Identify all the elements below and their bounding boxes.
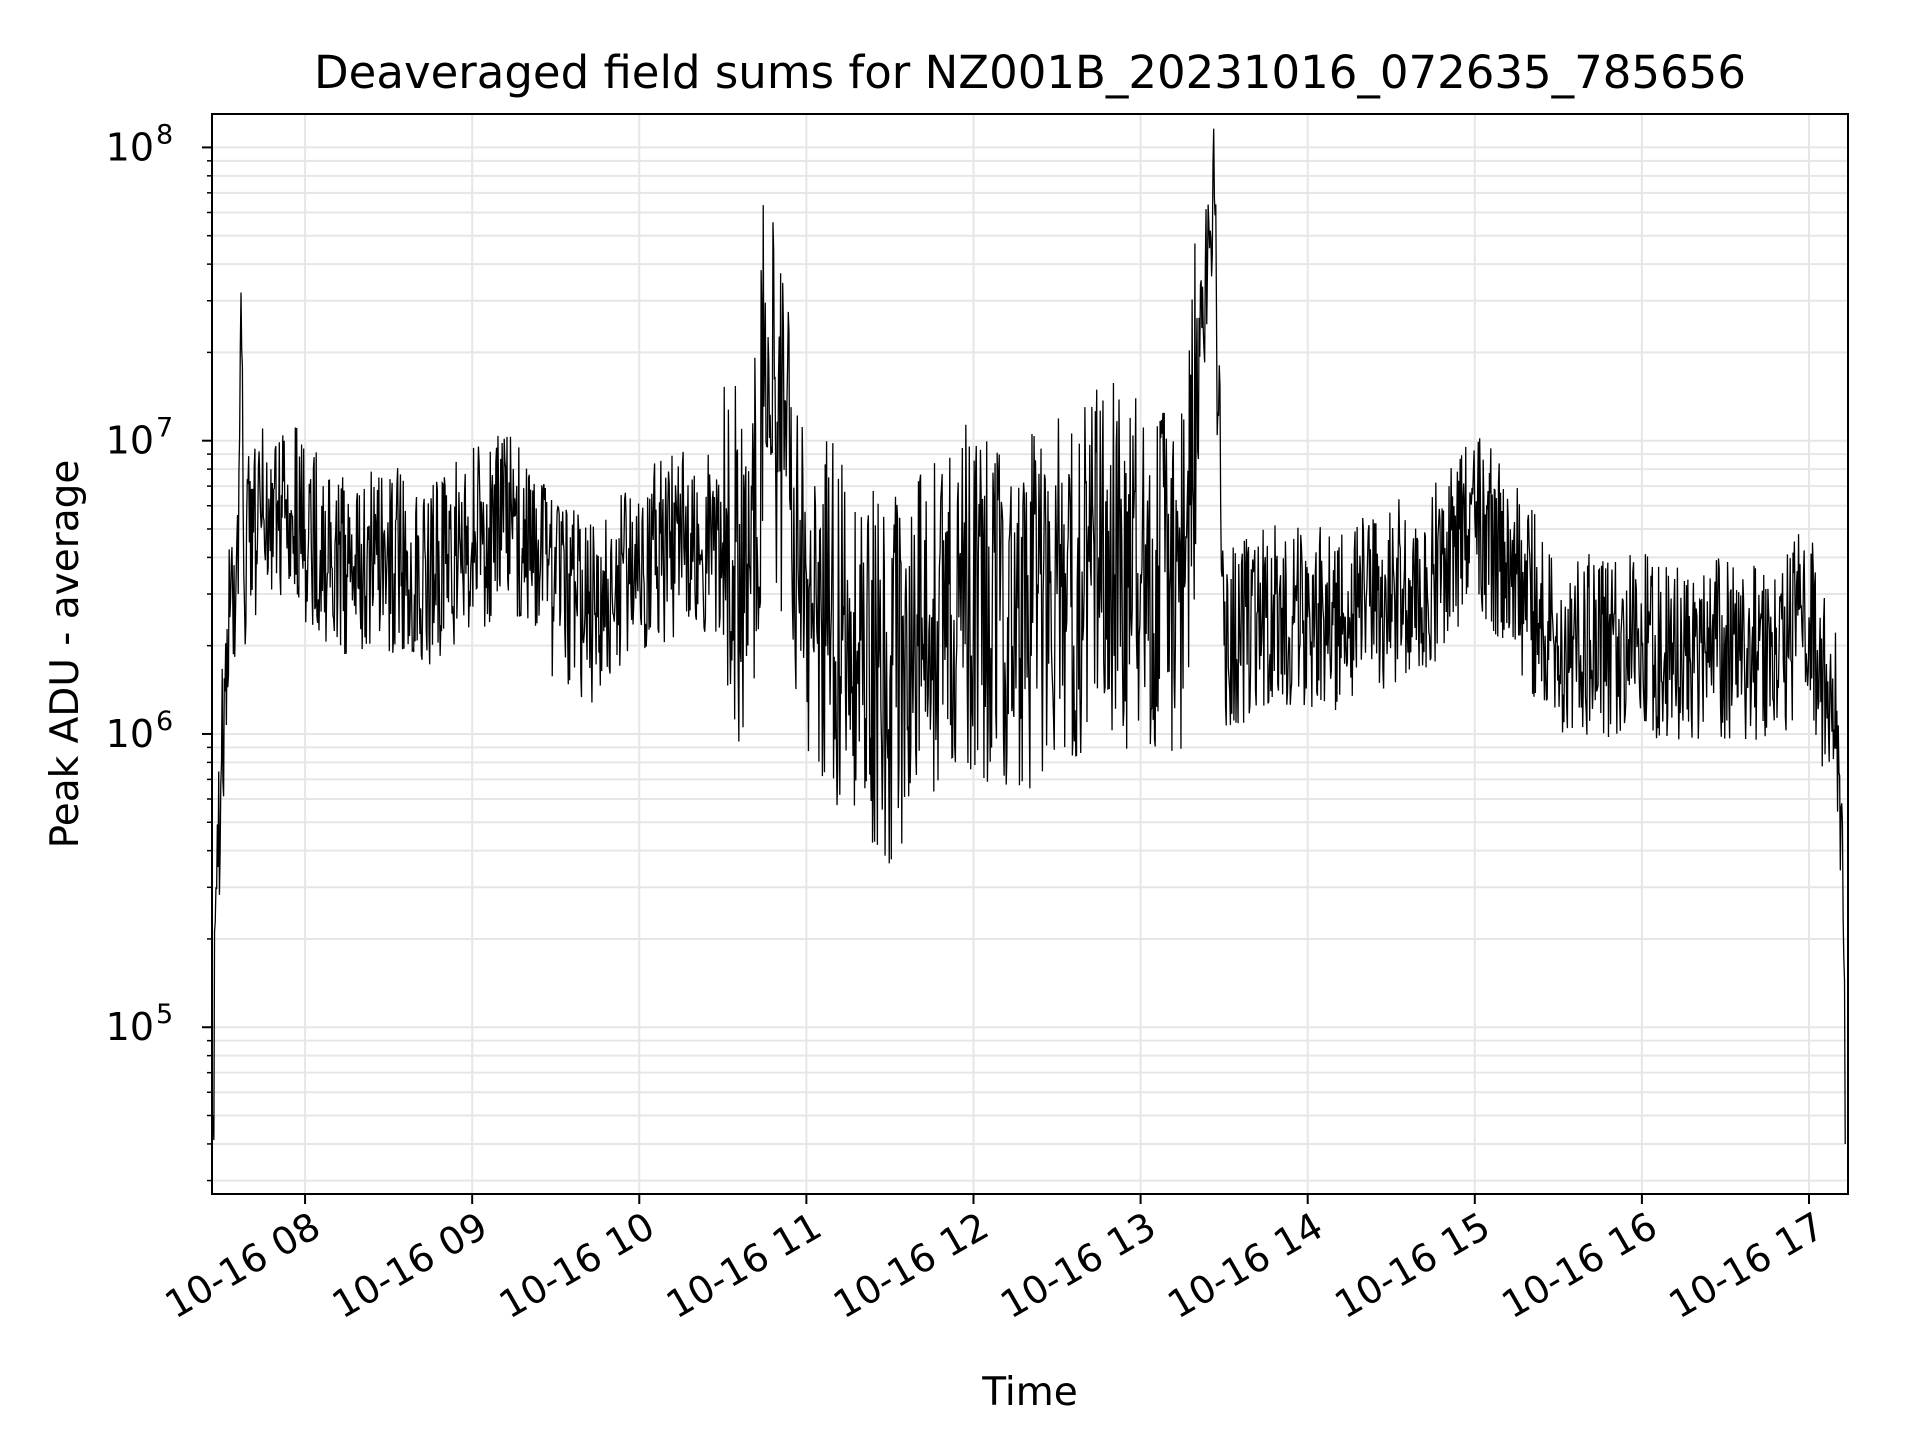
x-axis-label: Time (981, 1370, 1077, 1415)
y-tick-label: 10 (106, 125, 154, 169)
chart-title: Deaveraged field sums for NZ001B_2023101… (314, 46, 1746, 99)
y-tick-exponent: 8 (156, 119, 173, 150)
y-tick-label: 10 (106, 419, 154, 463)
y-tick-label: 10 (106, 712, 154, 756)
series-group (212, 128, 1846, 1144)
plot-frame (211, 113, 1849, 1195)
series-line (212, 128, 1846, 1144)
y-tick-exponent: 5 (156, 999, 173, 1030)
y-axis-label: Peak ADU - average (43, 460, 88, 849)
y-tick-label: 10 (106, 1005, 154, 1049)
y-tick-exponent: 6 (156, 706, 173, 737)
y-tick-exponent: 7 (156, 413, 173, 444)
